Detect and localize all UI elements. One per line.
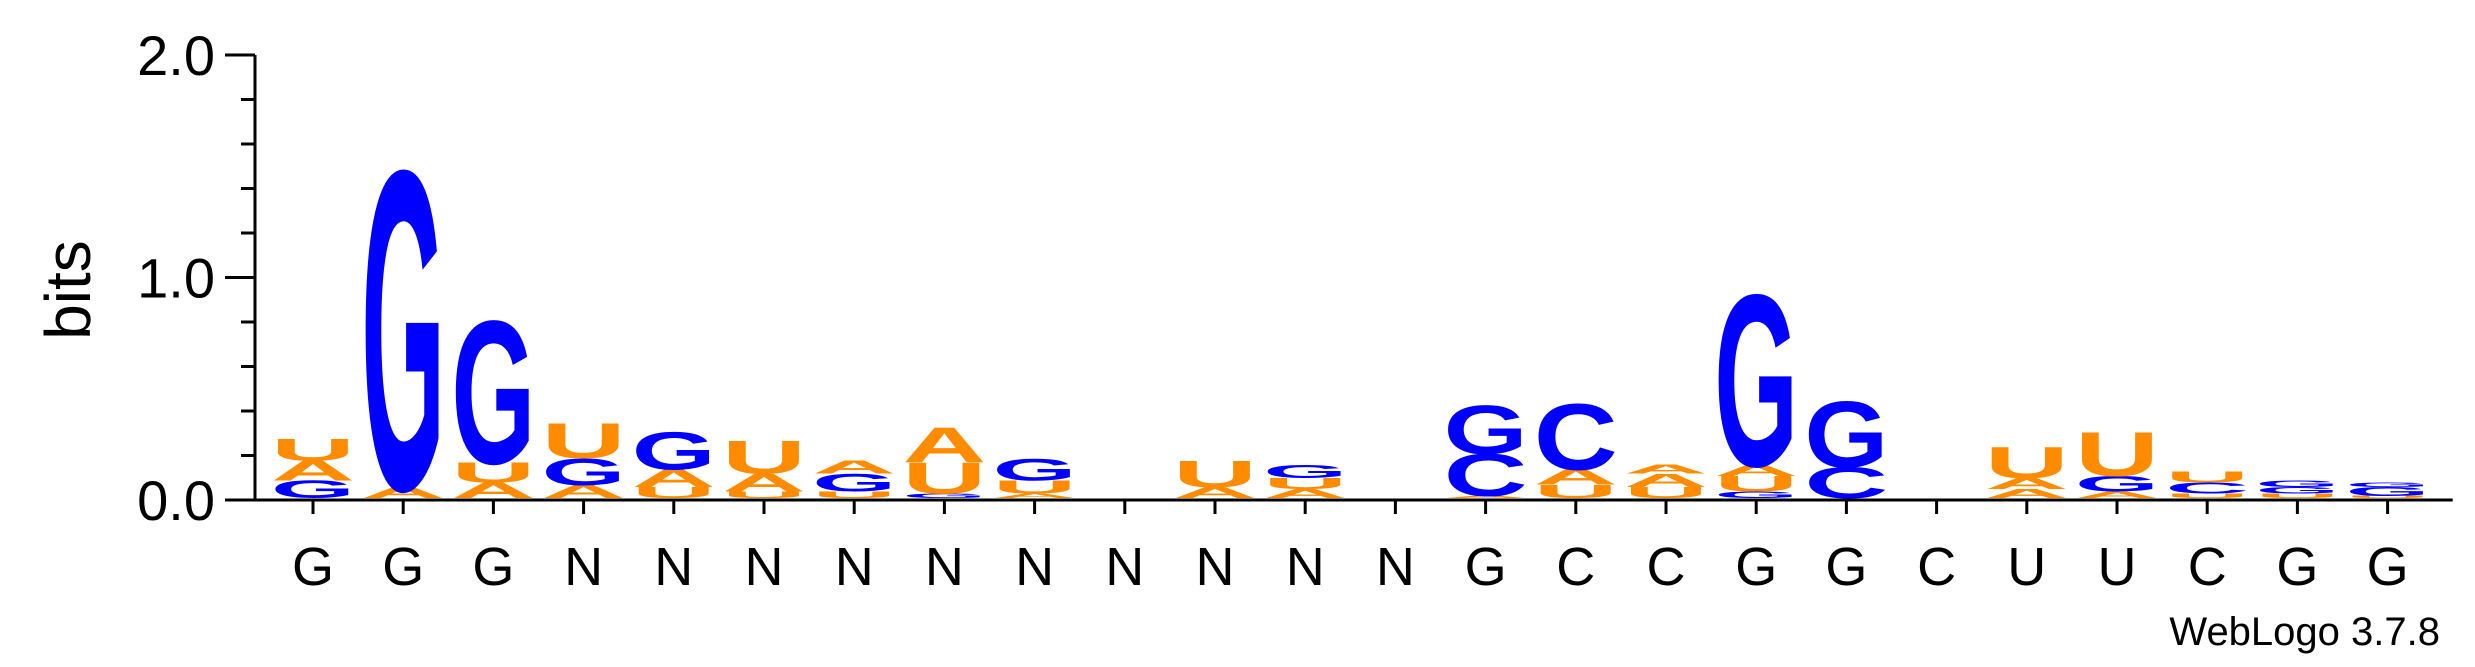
glyph-u: U bbox=[722, 490, 806, 501]
x-tick-label: C bbox=[2188, 537, 2227, 597]
x-tick-label: G bbox=[1465, 537, 1507, 597]
x-tick-label: N bbox=[1015, 537, 1054, 597]
glyph-u: U bbox=[1624, 484, 1708, 502]
x-tick-label: N bbox=[745, 537, 784, 597]
glyph-g: G bbox=[632, 421, 716, 481]
glyph-a: A bbox=[1444, 495, 1528, 498]
glyph-a: A bbox=[993, 492, 1077, 499]
glyph-a: A bbox=[722, 469, 806, 497]
glyph-a: A bbox=[1985, 487, 2069, 501]
y-tick-label: 0.0 bbox=[137, 469, 215, 532]
glyph-u: U bbox=[2165, 492, 2249, 499]
weblogo-credit: WebLogo 3.7.8 bbox=[2169, 610, 2440, 654]
glyph-u: U bbox=[1263, 475, 1347, 493]
glyph-a: A bbox=[812, 457, 896, 478]
glyph-a: A bbox=[1985, 475, 2069, 493]
glyph-u: U bbox=[1985, 438, 2069, 488]
glyph-u: U bbox=[2165, 468, 2249, 486]
y-axis-label: bits bbox=[32, 240, 104, 340]
glyph-u: U bbox=[2346, 495, 2430, 498]
glyph-g: G bbox=[2075, 471, 2159, 496]
x-tick-label: N bbox=[1196, 537, 1235, 597]
glyph-g: G bbox=[2255, 479, 2339, 489]
glyph-g: G bbox=[812, 469, 896, 497]
glyph-a: A bbox=[1173, 484, 1257, 502]
x-tick-label: N bbox=[1105, 537, 1144, 597]
x-tick-label: G bbox=[1825, 537, 1867, 597]
glyph-g: G bbox=[1444, 392, 1528, 469]
glyph-c: C bbox=[1534, 385, 1618, 490]
glyph-u: U bbox=[451, 457, 535, 489]
glyph-u: U bbox=[1534, 481, 1618, 502]
glyph-u: U bbox=[2075, 419, 2159, 490]
glyph-u: U bbox=[722, 431, 806, 484]
glyph-g: G bbox=[1804, 381, 1888, 487]
glyph-u: U bbox=[542, 413, 626, 469]
x-tick-label: N bbox=[564, 537, 603, 597]
glyph-u: U bbox=[632, 484, 716, 502]
x-tick-label: N bbox=[1376, 537, 1415, 597]
glyph-g: G bbox=[542, 451, 626, 493]
y-tick-label: 1.0 bbox=[137, 247, 215, 310]
y-tick-label: 2.0 bbox=[137, 24, 215, 87]
glyph-a: A bbox=[1263, 487, 1347, 501]
x-tick-label: G bbox=[2367, 537, 2409, 597]
glyph-a: A bbox=[2075, 490, 2159, 501]
glyph-g: G bbox=[1263, 461, 1347, 482]
x-tick-label: C bbox=[1556, 537, 1595, 597]
x-tick-label: G bbox=[1735, 537, 1777, 597]
glyph-a: A bbox=[902, 417, 986, 473]
x-tick-label: N bbox=[654, 537, 693, 597]
glyph-u: U bbox=[1714, 471, 1798, 496]
x-tick-label: G bbox=[382, 537, 424, 597]
x-tick-label: G bbox=[292, 537, 334, 597]
x-tick-label: U bbox=[2007, 537, 2046, 597]
glyph-g: G bbox=[2346, 481, 2430, 488]
glyph-a: A bbox=[1534, 465, 1618, 490]
glyph-a: A bbox=[361, 484, 445, 502]
glyph-a: A bbox=[1624, 462, 1708, 476]
x-tick-label: N bbox=[925, 537, 964, 597]
x-tick-label: U bbox=[2098, 537, 2137, 597]
x-tick-label: G bbox=[2276, 537, 2318, 597]
x-tick-label: C bbox=[1647, 537, 1686, 597]
glyph-u: U bbox=[993, 477, 1077, 498]
glyph-g: G bbox=[1714, 490, 1798, 500]
glyph-a: A bbox=[632, 464, 716, 492]
glyph-c: C bbox=[2165, 479, 2249, 497]
x-tick-label: G bbox=[472, 537, 514, 597]
glyph-u: U bbox=[271, 432, 355, 467]
glyph-g: G bbox=[2346, 485, 2430, 499]
glyph-a: A bbox=[542, 481, 626, 502]
y-axis: 0.0 1.0 2.0 bbox=[137, 24, 257, 532]
glyph-u: U bbox=[2255, 492, 2339, 499]
glyph-g: G bbox=[993, 452, 1077, 487]
glyph-u: U bbox=[812, 490, 896, 501]
glyph-a: A bbox=[271, 455, 355, 487]
x-tick-label: C bbox=[1917, 537, 1956, 597]
glyph-g: G bbox=[2255, 485, 2339, 495]
x-tick-label: N bbox=[1286, 537, 1325, 597]
x-tick-label: N bbox=[835, 537, 874, 597]
glyph-g: G bbox=[451, 278, 535, 507]
glyph-u: U bbox=[902, 454, 986, 504]
glyph-g: G bbox=[1714, 244, 1798, 519]
glyph-g: G bbox=[902, 492, 986, 499]
glyph-u: U bbox=[1173, 453, 1257, 495]
glyph-c: C bbox=[1444, 442, 1528, 509]
glyph-a: A bbox=[1624, 470, 1708, 491]
glyph-a: A bbox=[1714, 462, 1798, 480]
